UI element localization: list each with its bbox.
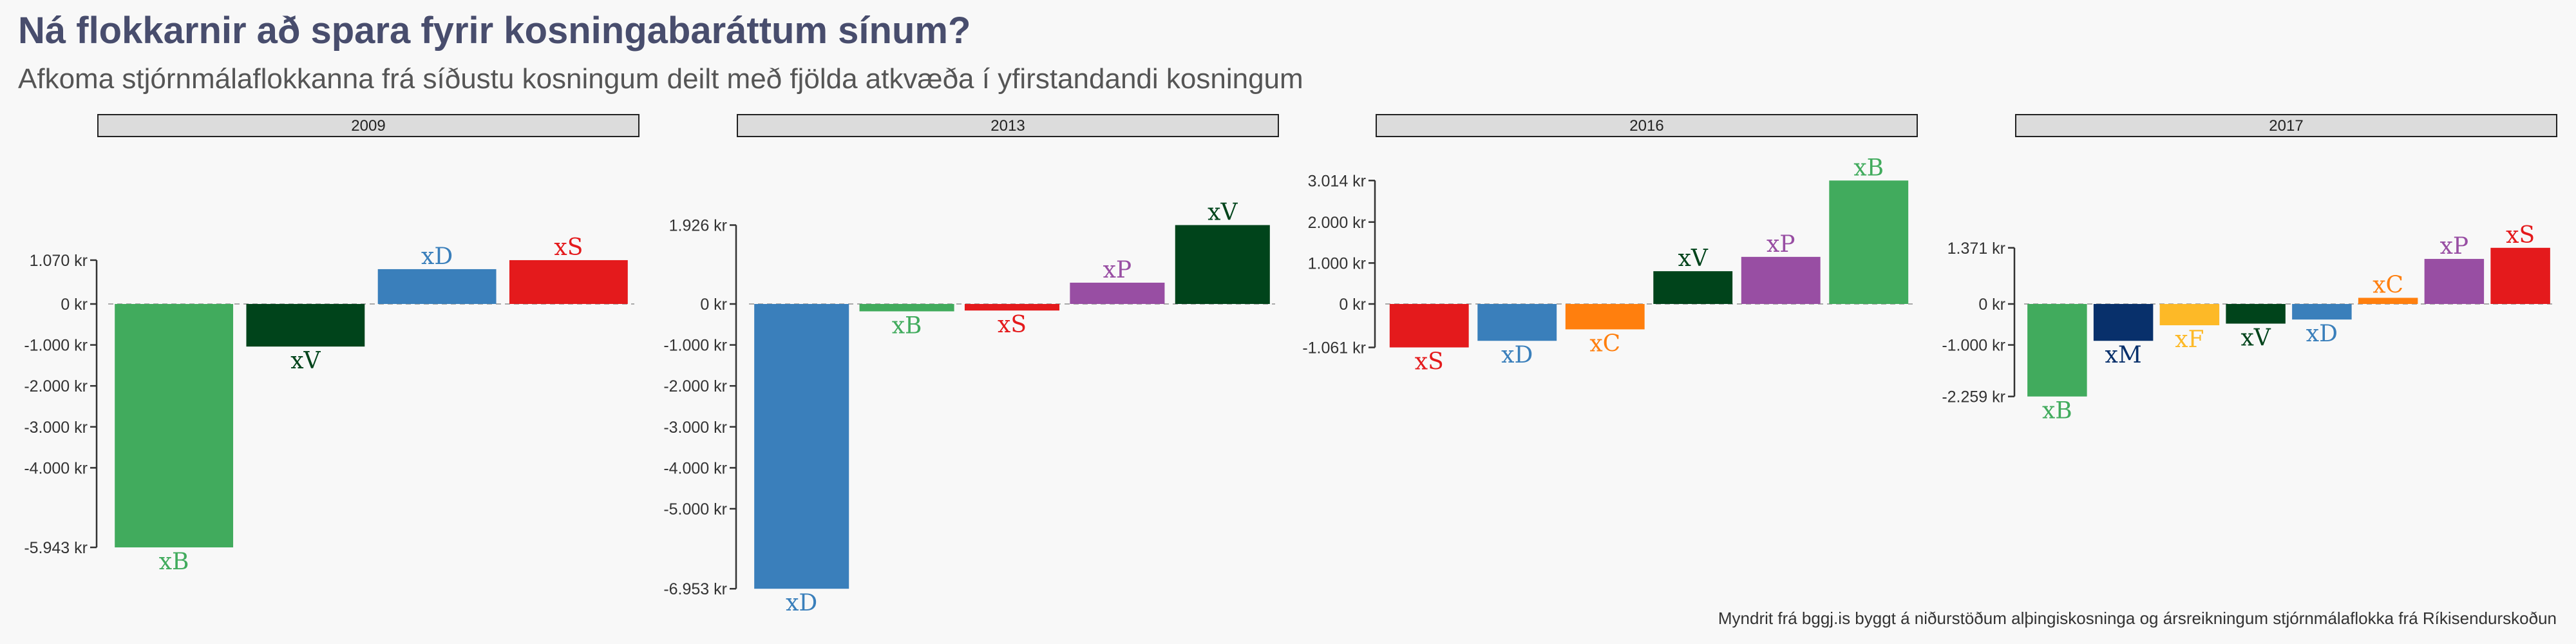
chart-subtitle: Afkoma stjórnmálaflokkanna frá síðustu k… [18, 63, 1303, 95]
y-tick-label: -4.000 kr [663, 459, 727, 477]
y-tick-label: 3.014 kr [1308, 172, 1366, 190]
y-tick-label: 0 kr [1339, 296, 1366, 314]
bar-xv [1175, 225, 1270, 304]
bar-label-xd: xD [2306, 321, 2338, 347]
facet-strip [737, 114, 1279, 137]
y-tick-label: -6.953 kr [663, 580, 727, 598]
y-tick-label: 1.926 kr [669, 217, 727, 235]
bar-xp [1741, 256, 1821, 304]
y-tick-label: -1.000 kr [1942, 337, 2005, 355]
y-tick-label: -1.000 kr [24, 337, 88, 355]
bar-xv [1653, 271, 1733, 304]
bar-xp [1070, 282, 1165, 304]
bar-label-xf: xF [2175, 327, 2204, 353]
bar-label-xb: xB [159, 549, 189, 575]
bar-label-xv: xV [1208, 200, 1238, 226]
bar-label-xb: xB [892, 312, 922, 339]
panel-2013: 2013 1.926 kr 0 kr -1.000 kr -2.000 kr -3.000… [663, 114, 1279, 616]
facet-strip-label: 2009 [351, 117, 385, 135]
y-tick-label: 0 kr [61, 296, 88, 314]
bar-label-xp: xP [1766, 231, 1795, 258]
y-tick-label: -1.000 kr [663, 337, 727, 355]
bar-xm [2093, 304, 2154, 341]
facet-strip-label: 2016 [1629, 117, 1663, 135]
bar-label-xc: xC [2372, 272, 2403, 298]
bar-label-xd: xD [421, 243, 453, 270]
bar-xb [1829, 180, 1909, 304]
facet-strip-label: 2017 [2269, 117, 2303, 135]
bar-label-xb: xB [2042, 398, 2072, 424]
bar-xs [964, 304, 1060, 311]
panel-2016: 2016 3.014 kr 2.000 kr 1.000 kr 0 kr -1.061 k… [1302, 114, 1918, 375]
y-tick-label: -2.000 kr [663, 377, 727, 395]
y-tick-label: 0 kr [700, 296, 727, 314]
facet-strip [2015, 114, 2557, 137]
bar-xb [115, 304, 234, 547]
y-tick-label: 1.070 kr [30, 252, 88, 270]
bar-label-xv: xV [290, 348, 321, 374]
panel-2009: 2009 1.070 kr 0 kr -1.000 kr -2.000 kr -3.000… [24, 114, 639, 575]
bar-label-xc: xC [1589, 330, 1620, 357]
bar-label-xs: xS [1415, 348, 1444, 375]
bar-label-xd: xD [1501, 342, 1533, 368]
bar-xb [859, 304, 954, 312]
bar-xv [2226, 304, 2286, 324]
y-tick-label: -3.000 kr [24, 419, 88, 437]
y-tick-label: 2.000 kr [1308, 214, 1366, 232]
y-tick-label: -3.000 kr [663, 419, 727, 437]
panel-2017: 2017 1.371 kr 0 kr -1.000 kr -2.259 kr xB xM xF… [1942, 114, 2557, 424]
bar-xf [2159, 304, 2220, 326]
y-tick-label: -5.943 kr [24, 539, 88, 557]
facet-strip [97, 114, 639, 137]
bar-label-xs: xS [2506, 222, 2535, 249]
bar-label-xd: xD [786, 590, 817, 616]
bar-xv [246, 304, 365, 347]
bar-xp [2424, 259, 2485, 304]
y-tick-label: -5.000 kr [663, 500, 727, 518]
bar-label-xp: xP [2440, 233, 2469, 260]
y-tick-label: -2.259 kr [1942, 388, 2005, 406]
bar-xd [754, 304, 849, 589]
y-tick-label: -2.000 kr [24, 377, 88, 395]
source-caption: Myndrit frá bggj.is byggt á niðurstöðum … [1718, 609, 2557, 628]
bar-label-xm: xM [2105, 342, 2142, 368]
bar-label-xv: xV [1678, 245, 1709, 272]
bar-label-xs: xS [554, 234, 583, 261]
bar-xd [377, 269, 497, 304]
bar-xd [2292, 304, 2352, 320]
chart-title: Ná flokkarnir að spara fyrir kosningabar… [18, 10, 971, 52]
bar-xb [2027, 304, 2087, 397]
facet-strip-label: 2013 [990, 117, 1025, 135]
bar-xd [1477, 304, 1557, 341]
bar-xc [1565, 304, 1645, 330]
bar-xs [509, 260, 628, 304]
bar-label-xp: xP [1103, 257, 1132, 283]
y-tick-label: 1.371 kr [1947, 240, 2005, 258]
y-tick-label: -4.000 kr [24, 459, 88, 477]
bar-label-xv: xV [2240, 325, 2271, 352]
y-tick-label: -1.061 kr [1302, 339, 1366, 357]
bar-label-xb: xB [1853, 155, 1884, 181]
bar-xs [1389, 304, 1469, 348]
bar-xc [2358, 298, 2418, 304]
y-tick-label: 1.000 kr [1308, 254, 1366, 272]
bar-label-xs: xS [998, 312, 1027, 338]
facet-strip [1376, 114, 1918, 137]
bar-xs [2490, 247, 2550, 304]
y-tick-label: 0 kr [1978, 296, 2005, 314]
